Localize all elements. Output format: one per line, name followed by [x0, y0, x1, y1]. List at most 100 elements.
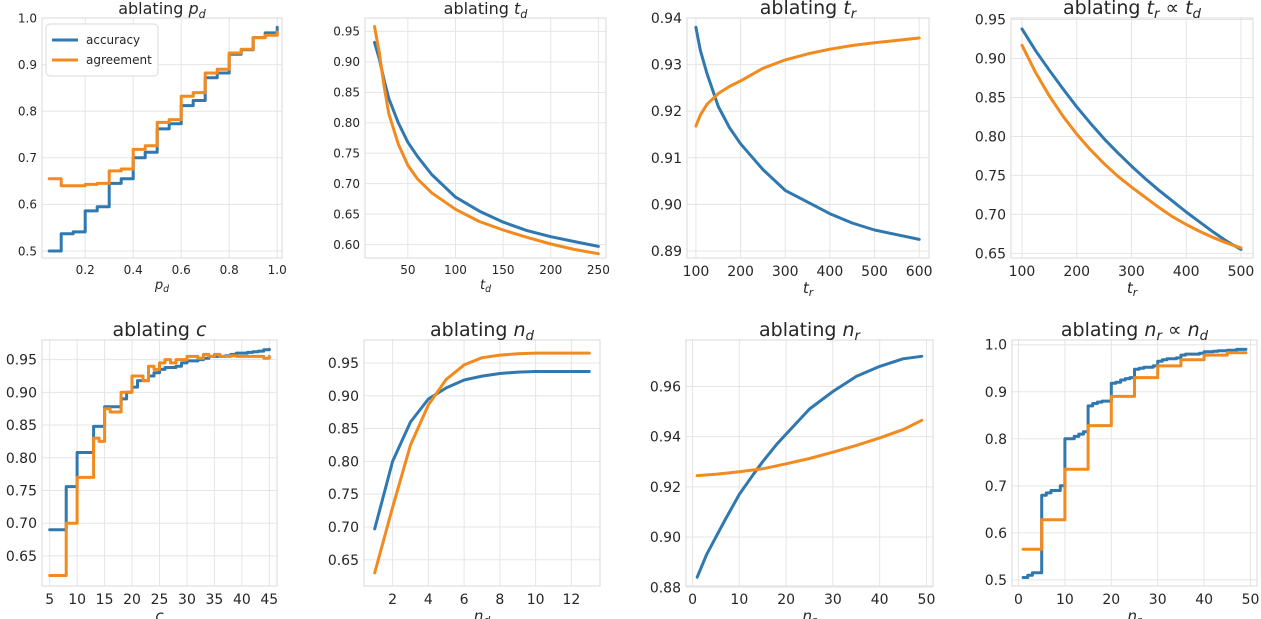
y-tick-label: 0.85 [333, 86, 360, 100]
y-tick-label: 0.9 [18, 58, 37, 72]
y-tick-label: 0.80 [333, 116, 360, 130]
series-line-accuracy [694, 25, 921, 241]
x-tick-label: 40 [233, 592, 251, 608]
series-line-agreement [1021, 351, 1248, 551]
x-tick-label: 400 [817, 264, 844, 280]
y-tick-label: 0.92 [651, 104, 682, 120]
y-tick-label: 0.75 [6, 484, 37, 500]
x-tick-label: 25 [151, 592, 169, 608]
x-tick-label: 1.0 [268, 263, 287, 277]
chart-panel-2: 50 100 150 200 250 0.60 0.65 0.70 0.75 0.80 0.85 0.… [333, 0, 610, 295]
x-tick-label: 0.6 [172, 263, 191, 277]
y-tick-label: 0.80 [6, 451, 37, 467]
x-tick-label: 30 [178, 592, 196, 608]
x-axis-label: pd [154, 278, 169, 295]
x-tick-label: 300 [772, 264, 799, 280]
y-tick-label: 0.75 [975, 168, 1006, 184]
x-tick-label: 200 [539, 263, 562, 277]
y-tick-label: 0.93 [651, 58, 682, 74]
series-line-agreement [694, 36, 921, 128]
x-tick-label: 35 [205, 592, 223, 608]
y-tick-label: 0.94 [651, 11, 682, 27]
series-line-accuracy [695, 354, 924, 579]
y-tick-label: 0.95 [333, 25, 360, 39]
y-tick-label: 0.75 [333, 147, 360, 161]
x-tick-label: 0.4 [124, 263, 143, 277]
y-tick-label: 0.85 [6, 418, 37, 434]
y-tick-label: 0.65 [975, 246, 1006, 262]
x-tick-label: 0.2 [76, 263, 95, 277]
plot-frame [685, 339, 934, 587]
y-tick-label: 0.7 [18, 151, 37, 165]
y-tick-label: 0.5 [985, 573, 1007, 589]
x-tick-label: 100 [683, 264, 710, 280]
series-line-agreement [373, 25, 600, 256]
chart-title: ablating td [444, 0, 529, 21]
y-tick-label: 0.80 [328, 454, 359, 470]
x-tick-label: 20 [1102, 592, 1120, 608]
x-tick-label: 15 [96, 592, 114, 608]
series-line-accuracy [1020, 27, 1243, 251]
x-tick-label: 10 [527, 592, 545, 608]
y-tick-label: 0.90 [328, 389, 359, 405]
legend-label-accuracy: accuracy [86, 33, 140, 47]
x-tick-label: 500 [1228, 264, 1255, 280]
y-tick-label: 0.6 [18, 198, 37, 212]
y-tick-label: 0.65 [333, 207, 360, 221]
x-tick-label: 50 [400, 263, 415, 277]
y-tick-label: 0.90 [975, 52, 1006, 68]
y-tick-label: 0.89 [651, 244, 682, 260]
x-axis-label: c [155, 607, 164, 619]
y-tick-label: 0.94 [650, 430, 681, 446]
chart-title: ablating tr ∝ td [1063, 0, 1202, 22]
y-tick-label: 0.90 [650, 530, 681, 546]
x-tick-label: 0.8 [220, 263, 239, 277]
series-line-accuracy [373, 370, 591, 531]
series-line-accuracy [373, 40, 600, 248]
y-tick-label: 0.65 [6, 549, 37, 565]
x-tick-label: 100 [1009, 264, 1036, 280]
y-tick-label: 0.96 [650, 379, 681, 395]
y-tick-label: 0.8 [18, 105, 37, 119]
chart-panel-4: 100 200 300 400 500 0.65 0.70 0.75 0.80 0.85 0.90 0… [975, 0, 1254, 299]
y-tick-label: 0.95 [975, 13, 1006, 29]
series-line-agreement [373, 351, 591, 575]
x-tick-label: 20 [123, 592, 141, 608]
x-tick-label: 45 [260, 592, 278, 608]
x-tick-label: 400 [1173, 264, 1200, 280]
plot-frame [363, 339, 601, 587]
y-tick-label: 0.95 [6, 353, 37, 369]
x-tick-label: 250 [587, 263, 610, 277]
x-axis-label: nd [474, 607, 491, 619]
plot-frame [41, 339, 278, 587]
series-line-accuracy [1021, 347, 1248, 579]
y-tick-label: 0.70 [333, 177, 360, 191]
chart-panel-3: 100 200 300 400 500 600 0.89 0.90 0.91 0.92 0.93 0.… [651, 0, 933, 299]
legend-box [45, 23, 159, 77]
x-tick-label: 8 [495, 592, 504, 608]
x-axis-label: tr [803, 279, 814, 299]
chart-title: ablating nd [430, 319, 535, 344]
chart-title: ablating tr [760, 0, 858, 22]
legend: accuracy agreement [45, 23, 159, 77]
y-tick-label: 0.88 [650, 580, 681, 596]
x-axis-label: nr [1128, 607, 1143, 619]
x-axis-label: nr [803, 607, 818, 619]
x-tick-label: 10 [1056, 592, 1074, 608]
x-tick-label: 150 [492, 263, 515, 277]
y-tick-label: 0.91 [651, 151, 682, 167]
x-tick-label: 30 [824, 592, 842, 608]
x-tick-label: 300 [1118, 264, 1145, 280]
x-tick-label: 40 [871, 592, 889, 608]
y-tick-label: 0.60 [333, 238, 360, 252]
x-tick-label: 6 [460, 592, 469, 608]
chart-panel-5: 5 10 15 20 25 30 35 40 45 0.65 0.70 0.75 0.80 0.85 0.9… [6, 319, 278, 619]
x-tick-label: 500 [861, 264, 888, 280]
x-tick-label: 10 [68, 592, 86, 608]
y-tick-label: 0.90 [6, 385, 37, 401]
chart-panel-6: 2 4 6 8 10 12 0.65 0.70 0.75 0.80 0.85 0.90 0.95 abla… [328, 319, 601, 619]
chart-title: ablating nr ∝ nd [1061, 319, 1209, 344]
legend-label-agreement: agreement [86, 53, 152, 67]
chart-panel-1: 0.2 0.4 0.6 0.8 1.0 0.5 0.6 0.7 0.8 0.9 1.0 ablatin… [18, 0, 287, 295]
